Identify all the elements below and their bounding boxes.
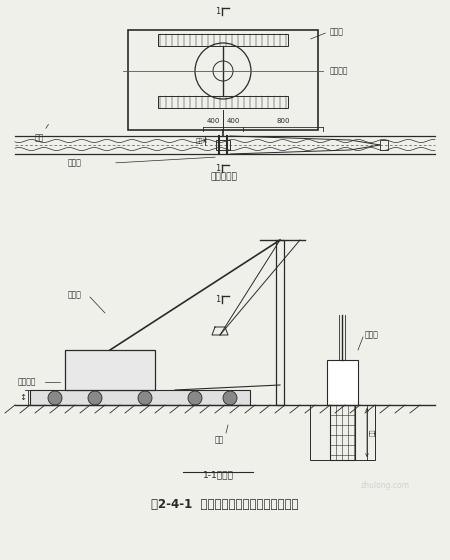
Text: 套管机: 套管机: [68, 158, 82, 167]
Text: 1: 1: [215, 7, 220, 16]
Text: 平面示意图: 平面示意图: [211, 172, 238, 181]
Text: 400: 400: [206, 118, 220, 124]
Text: 套管机: 套管机: [365, 330, 379, 339]
Bar: [327, 360, 358, 405]
Circle shape: [88, 391, 102, 405]
Text: 1: 1: [215, 295, 220, 304]
Text: 作业平台: 作业平台: [330, 67, 348, 76]
Text: 作业平台: 作业平台: [18, 377, 36, 386]
Text: 元地: 元地: [215, 436, 224, 445]
Text: 1-1剖面图: 1-1剖面图: [202, 470, 234, 479]
Text: 图2-4-1  抓斗与套管钻机相对位置示意图: 图2-4-1 抓斗与套管钻机相对位置示意图: [151, 498, 299, 511]
Circle shape: [138, 391, 152, 405]
Text: 桩深: 桩深: [370, 428, 376, 436]
Text: 钻控站: 钻控站: [330, 27, 344, 36]
Circle shape: [188, 391, 202, 405]
Bar: [158, 96, 288, 108]
Circle shape: [223, 391, 237, 405]
Text: zhulong.com: zhulong.com: [360, 480, 410, 489]
Text: 钻控站: 钻控站: [68, 291, 82, 300]
Bar: [128, 30, 318, 130]
Bar: [330, 405, 355, 460]
Bar: [158, 34, 288, 46]
Text: 1: 1: [215, 164, 220, 173]
Text: 800: 800: [276, 118, 290, 124]
Text: 元地: 元地: [35, 124, 49, 142]
Bar: [30, 390, 250, 405]
Circle shape: [48, 391, 62, 405]
Bar: [276, 240, 284, 405]
Bar: [216, 140, 230, 150]
Text: 400: 400: [226, 118, 240, 124]
Bar: [65, 350, 155, 390]
Bar: [310, 405, 375, 460]
Bar: [380, 140, 388, 150]
Text: 桩距: 桩距: [195, 138, 203, 144]
Text: ↕: ↕: [19, 394, 27, 403]
